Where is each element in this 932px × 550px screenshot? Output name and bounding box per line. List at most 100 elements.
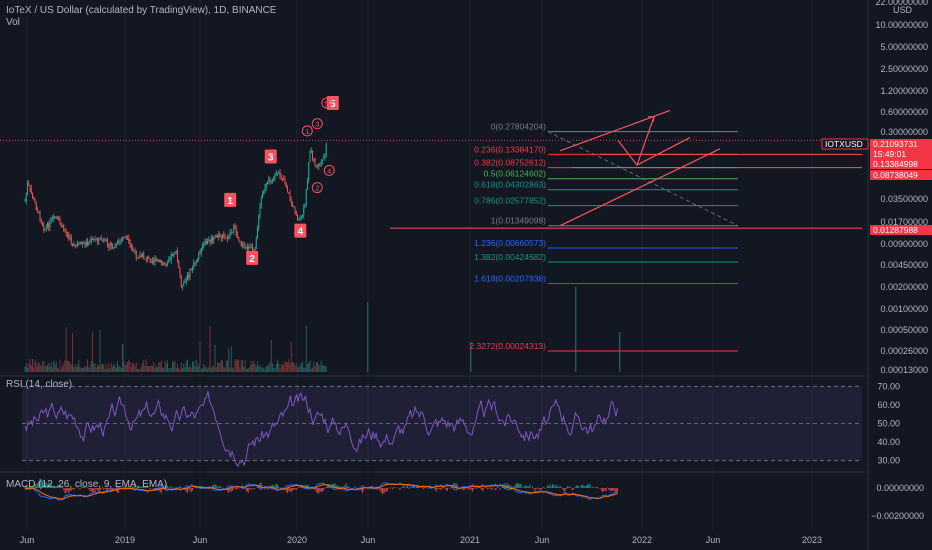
macd-histogram-bar bbox=[510, 486, 512, 488]
volume-bar bbox=[273, 368, 275, 372]
macd-histogram-bar bbox=[559, 485, 561, 488]
candle-body bbox=[270, 180, 272, 182]
macd-histogram-bar bbox=[342, 488, 343, 491]
volume-bar bbox=[162, 367, 163, 372]
candle-body bbox=[128, 238, 130, 241]
macd-histogram-bar bbox=[97, 488, 98, 491]
candle-body bbox=[52, 218, 53, 220]
trend-drawings[interactable] bbox=[0, 109, 862, 229]
volume-bar bbox=[299, 365, 301, 372]
rsi-axis-tick: 50.00 bbox=[877, 419, 900, 429]
countdown-tag bbox=[870, 149, 932, 159]
macd-histogram-bar bbox=[323, 488, 325, 491]
macd-histogram-bar bbox=[232, 488, 233, 491]
last-price-tag-text: 0.21093731 bbox=[873, 139, 918, 149]
macd-histogram-bar bbox=[612, 488, 613, 491]
volume-bar bbox=[145, 359, 147, 372]
volume-bar bbox=[244, 360, 246, 372]
macd-histogram-bar bbox=[294, 488, 296, 490]
candle-body bbox=[33, 198, 35, 200]
candle-body bbox=[254, 247, 256, 254]
price-axis-tick: 0.00100000 bbox=[880, 304, 928, 314]
macd-histogram-bar bbox=[497, 486, 498, 488]
candle-body bbox=[244, 244, 246, 248]
candle-body bbox=[310, 150, 312, 154]
candle-body bbox=[155, 258, 157, 261]
rsi-pane bbox=[22, 385, 862, 468]
volume-bar bbox=[288, 359, 290, 372]
macd-histogram-bar bbox=[548, 485, 550, 488]
candle-body bbox=[57, 216, 58, 218]
volume-bar bbox=[125, 364, 127, 372]
candle-body bbox=[205, 240, 207, 244]
macd-axis-tick: 0.00000000 bbox=[876, 483, 924, 493]
candle-body bbox=[154, 258, 156, 262]
macd-histogram-bar bbox=[540, 488, 542, 490]
symbol-tag bbox=[821, 138, 869, 150]
volume-bar bbox=[190, 367, 192, 372]
time-axis[interactable]: Jun 2019 Jun 2020 Jun 2021 Jun 2022 Jun 2023 bbox=[20, 535, 822, 545]
volume-bar bbox=[234, 359, 236, 372]
candle-body bbox=[225, 237, 227, 239]
candle-body bbox=[59, 219, 61, 224]
macd-histogram-bar bbox=[339, 486, 341, 488]
symbol-title[interactable]: IoTeX / US Dollar (calculated by Trading… bbox=[6, 5, 277, 16]
candle-body bbox=[43, 225, 45, 231]
price-axis-tick: 0.60000000 bbox=[880, 107, 928, 117]
macd-histogram-bar bbox=[189, 488, 191, 491]
macd-histogram-bar bbox=[337, 486, 338, 488]
candle-body bbox=[95, 239, 97, 241]
candle-body bbox=[268, 179, 270, 182]
volume-bar bbox=[54, 364, 56, 372]
candle-body bbox=[88, 241, 90, 245]
candle-body bbox=[192, 268, 193, 271]
candle-body bbox=[304, 203, 306, 208]
candle-body bbox=[260, 198, 262, 207]
volume-label: Vol bbox=[6, 17, 20, 28]
macd-histogram-bar bbox=[363, 488, 365, 491]
volume-bar bbox=[113, 364, 115, 372]
volume-bar bbox=[25, 363, 27, 372]
macd-histogram-bar bbox=[149, 488, 151, 490]
volume-bar bbox=[180, 362, 182, 372]
volume-bar bbox=[279, 367, 281, 372]
volume-bar bbox=[239, 367, 241, 372]
candle-body bbox=[54, 216, 56, 218]
fibonacci-retracement[interactable]: 0(0.27804204) 0.236(0.13384170) 0.382(0.08… bbox=[469, 122, 739, 352]
volume-bar bbox=[319, 364, 321, 372]
macd-histogram-bar bbox=[362, 488, 363, 493]
volume-bar bbox=[207, 368, 208, 372]
macd-histogram-bar bbox=[469, 488, 471, 490]
volume-bar bbox=[290, 341, 292, 372]
candle-body bbox=[179, 268, 181, 276]
candle-body bbox=[93, 239, 95, 241]
volume-bar bbox=[182, 368, 183, 372]
volume-bar bbox=[143, 360, 145, 372]
candle-body bbox=[202, 246, 203, 248]
volume-bar bbox=[178, 367, 180, 372]
candle-body bbox=[27, 183, 28, 193]
candle-body bbox=[245, 246, 247, 248]
macd-histogram-bar bbox=[492, 488, 493, 489]
candle-body bbox=[38, 211, 40, 213]
macd-label[interactable]: MACD (12, 26, close, 9, EMA, EMA) bbox=[6, 479, 168, 490]
volume-bar bbox=[250, 360, 252, 372]
last-price-tag bbox=[870, 139, 932, 149]
volume-bar bbox=[263, 368, 265, 372]
rsi-label[interactable]: RSI (14, close) bbox=[6, 379, 73, 390]
candle-body bbox=[49, 220, 51, 228]
candle-body bbox=[147, 256, 148, 260]
candle-body bbox=[30, 188, 32, 194]
volume-bar bbox=[300, 362, 302, 372]
volume-bar bbox=[215, 367, 217, 372]
volume-bar bbox=[80, 368, 82, 372]
wave-label-box bbox=[294, 223, 307, 238]
candle-body bbox=[134, 251, 136, 252]
volume-bar bbox=[107, 368, 108, 372]
macd-histogram-bar bbox=[217, 487, 218, 488]
candle-body bbox=[144, 258, 146, 260]
wave-labels[interactable]: 1 2 3 4 5 1 2 3 4 5 bbox=[224, 95, 339, 265]
macd-histogram-bar bbox=[160, 488, 162, 494]
volume-bar bbox=[292, 362, 293, 372]
